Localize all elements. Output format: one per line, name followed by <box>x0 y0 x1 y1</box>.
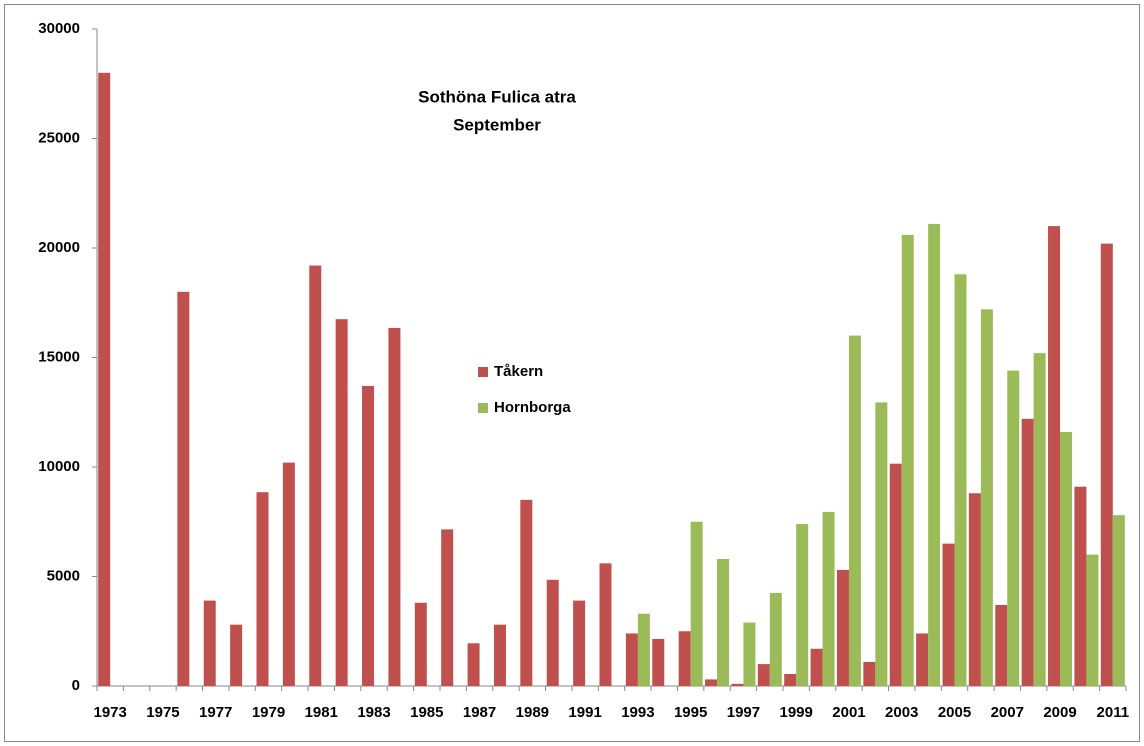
chart-subtitle: September <box>453 115 541 134</box>
bar <box>889 463 902 686</box>
bar <box>822 511 835 686</box>
bar <box>1086 554 1099 686</box>
bar <box>98 72 111 687</box>
bar <box>901 234 914 687</box>
x-tick-label: 1993 <box>621 704 654 721</box>
x-tick-label: 2011 <box>1097 704 1130 721</box>
bar <box>784 673 797 686</box>
bar <box>1074 486 1087 686</box>
bar <box>1021 418 1034 686</box>
y-tick-label: 0 <box>72 677 80 694</box>
bar <box>309 265 322 686</box>
y-tick-label: 10000 <box>38 458 80 475</box>
bar <box>1048 226 1061 686</box>
legend-label: Tåkern <box>494 363 543 380</box>
bar <box>546 579 559 686</box>
bar <box>625 633 638 686</box>
bar <box>796 523 809 686</box>
x-tick-label: 1973 <box>94 704 127 721</box>
bar <box>573 600 586 686</box>
bar <box>493 624 506 686</box>
bar <box>203 600 216 686</box>
y-tick-label: 25000 <box>38 129 80 146</box>
bar <box>928 223 941 686</box>
bar <box>678 631 691 686</box>
chart-title: Sothöna Fulica atra <box>418 87 576 106</box>
x-tick-label: 2009 <box>1043 704 1076 721</box>
bar <box>1112 515 1125 686</box>
bar <box>690 521 703 686</box>
bar <box>362 385 375 686</box>
bar <box>743 622 756 686</box>
x-tick-label: 1979 <box>252 704 285 721</box>
x-tick-label: 1977 <box>199 704 232 721</box>
bar <box>705 679 718 686</box>
bar <box>995 604 1008 686</box>
bar <box>731 683 744 686</box>
y-tick-label: 20000 <box>38 239 80 256</box>
bar <box>1007 370 1020 686</box>
bar <box>520 499 533 686</box>
bar <box>1060 431 1073 686</box>
x-tick-label: 1995 <box>674 704 707 721</box>
bar <box>717 558 730 686</box>
bar <box>810 648 823 686</box>
x-tick-label: 2005 <box>938 704 971 721</box>
x-tick-label: 2003 <box>885 704 918 721</box>
legend-label: Hornborga <box>494 399 571 416</box>
bar <box>388 327 401 686</box>
x-tick-label: 1991 <box>568 704 601 721</box>
bar <box>599 563 612 686</box>
bar <box>441 529 454 686</box>
x-tick-label: 1981 <box>305 704 338 721</box>
bar <box>769 592 782 686</box>
bar <box>980 309 993 686</box>
bar <box>875 402 888 686</box>
bar <box>836 569 849 686</box>
y-tick-label: 15000 <box>38 348 80 365</box>
y-tick-label: 5000 <box>47 567 80 584</box>
x-tick-label: 1983 <box>357 704 390 721</box>
x-tick-label: 2001 <box>832 704 865 721</box>
legend-swatch <box>478 367 488 377</box>
bar <box>1100 243 1113 686</box>
x-tick-label: 1975 <box>146 704 179 721</box>
x-tick-label: 1999 <box>780 704 813 721</box>
x-tick-label: 1997 <box>727 704 760 721</box>
bar <box>954 274 967 686</box>
x-tick-label: 2007 <box>991 704 1024 721</box>
x-tick-label: 1989 <box>516 704 549 721</box>
bar <box>637 613 650 686</box>
bar <box>848 335 861 686</box>
bar <box>942 543 955 686</box>
bar <box>467 643 480 686</box>
bar <box>177 291 190 686</box>
bar <box>230 624 243 686</box>
y-tick-label: 30000 <box>38 20 80 37</box>
bar <box>652 638 665 686</box>
bar <box>757 664 770 686</box>
bar <box>282 462 295 686</box>
x-tick-label: 1985 <box>410 704 443 721</box>
bar <box>863 661 876 686</box>
bar <box>916 633 929 686</box>
bar <box>335 319 348 686</box>
legend-swatch <box>478 403 488 413</box>
x-tick-label: 1987 <box>463 704 496 721</box>
bar <box>256 492 269 686</box>
bar <box>414 602 427 686</box>
bar <box>1033 353 1046 686</box>
bar <box>968 493 981 686</box>
